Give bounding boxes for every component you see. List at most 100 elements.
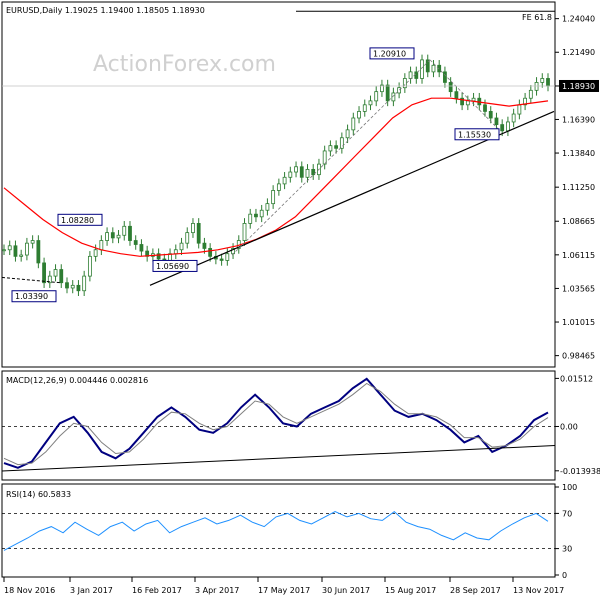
price-candle <box>339 137 344 149</box>
price-panel <box>1 1 556 368</box>
x-tick-label: 15 Aug 2017 <box>385 586 436 595</box>
price-candle <box>254 213 258 218</box>
price-candle <box>42 262 46 284</box>
price-candle <box>99 240 104 251</box>
rsi-line <box>3 510 549 551</box>
last-price-badge <box>559 79 599 92</box>
price-candle <box>185 232 190 244</box>
macd-y-tick-label: 0.00 <box>560 422 578 431</box>
price-candle <box>128 225 132 241</box>
price-y-tick-label: 0.98465 <box>562 352 595 361</box>
price-candle <box>368 100 373 106</box>
annotation-box <box>369 47 415 60</box>
rsi-y-tick-label: 100 <box>562 483 577 492</box>
price-candle <box>328 145 333 152</box>
price-candle <box>483 104 487 112</box>
price-candle <box>528 89 533 99</box>
macd-y-tick-label: 0.01512 <box>560 374 593 383</box>
price-candle <box>116 234 121 239</box>
x-tick-label: 3 Jan 2017 <box>70 586 113 595</box>
price-y-tick-label: 1.03565 <box>562 284 595 293</box>
annotation-label: 1.08280 <box>61 216 94 225</box>
price-candle <box>511 113 516 123</box>
macd-line <box>3 377 549 469</box>
price-candle <box>546 78 550 87</box>
projection-line <box>429 59 501 132</box>
x-tick-label: 18 Nov 2016 <box>4 586 55 595</box>
price-candle <box>408 71 413 79</box>
sma-line <box>3 97 549 257</box>
macd-signal-line <box>3 382 549 466</box>
price-candle <box>13 245 18 257</box>
price-candle <box>65 282 69 289</box>
price-candle <box>196 223 201 244</box>
annotation-label: 1.15530 <box>458 130 491 139</box>
annotation-box <box>11 290 57 303</box>
price-candle <box>471 97 476 102</box>
annotation-label: 1.20910 <box>373 49 406 58</box>
price-y-tick-label: 1.01015 <box>562 318 595 327</box>
price-y-tick-label: 1.08665 <box>562 217 595 226</box>
price-candle <box>391 92 396 102</box>
price-candle <box>133 240 138 245</box>
price-candle <box>259 209 264 218</box>
price-candle <box>431 64 436 73</box>
price-candle <box>311 168 316 176</box>
price-candle <box>87 255 92 277</box>
price-candle <box>248 213 253 224</box>
price-candle <box>385 84 390 102</box>
price-y-tick-label: 1.11250 <box>562 183 595 192</box>
x-tick-label: 30 Jun 2017 <box>322 586 370 595</box>
price-candle <box>173 249 178 255</box>
price-candle <box>208 248 213 257</box>
price-panel-title: EURUSD,Daily 1.19025 1.19400 1.18505 1.1… <box>6 6 205 15</box>
price-marks: 1.08280 1.05690 1.03390 1.20910 1.15530 <box>1 10 555 303</box>
price-y-tick-label: 1.13840 <box>562 149 595 158</box>
price-candle <box>414 71 419 79</box>
price-candle <box>517 104 522 115</box>
price-candle <box>76 284 81 292</box>
price-candle <box>7 245 12 251</box>
projection-line <box>231 59 431 256</box>
rsi-y-tick-label: 30 <box>562 545 572 554</box>
price-candle <box>53 269 58 277</box>
price-y-tick-label: 1.06115 <box>562 251 595 260</box>
price-candle <box>345 129 350 139</box>
price-candle <box>357 111 361 119</box>
price-candle <box>276 183 281 191</box>
price-candle <box>47 275 52 284</box>
rsi-marks <box>2 510 555 551</box>
macd-trendline <box>1 445 556 472</box>
price-candle <box>506 121 510 132</box>
price-candle <box>282 176 287 185</box>
price-candle <box>420 59 424 79</box>
x-tick-label: 28 Sep 2017 <box>450 586 501 595</box>
price-candle <box>523 97 527 106</box>
price-candle <box>305 168 310 178</box>
price-candle <box>443 71 447 83</box>
price-candle <box>374 91 379 102</box>
price-candle <box>402 78 407 89</box>
price-candle <box>288 171 293 178</box>
price-candle <box>2 249 6 252</box>
price-candle <box>494 117 499 125</box>
x-tick-label: 17 May 2017 <box>258 586 310 595</box>
price-candle <box>362 104 367 112</box>
price-candle <box>191 223 195 234</box>
price-candle <box>82 275 87 292</box>
price-candle <box>454 91 459 99</box>
macd-panel <box>1 370 556 481</box>
price-candle <box>156 253 161 260</box>
price-candle <box>179 242 184 251</box>
watermark: ActionForex.com <box>93 52 276 77</box>
x-tick-label: 3 Apr 2017 <box>195 586 239 595</box>
price-candle <box>380 84 384 93</box>
price-candle <box>30 240 35 244</box>
price-candle <box>334 145 339 149</box>
rsi-y-tick-label: 0 <box>562 571 567 580</box>
price-candle <box>540 78 545 83</box>
price-candle <box>219 258 224 261</box>
annotation-box <box>454 128 500 141</box>
price-candle <box>460 97 465 106</box>
